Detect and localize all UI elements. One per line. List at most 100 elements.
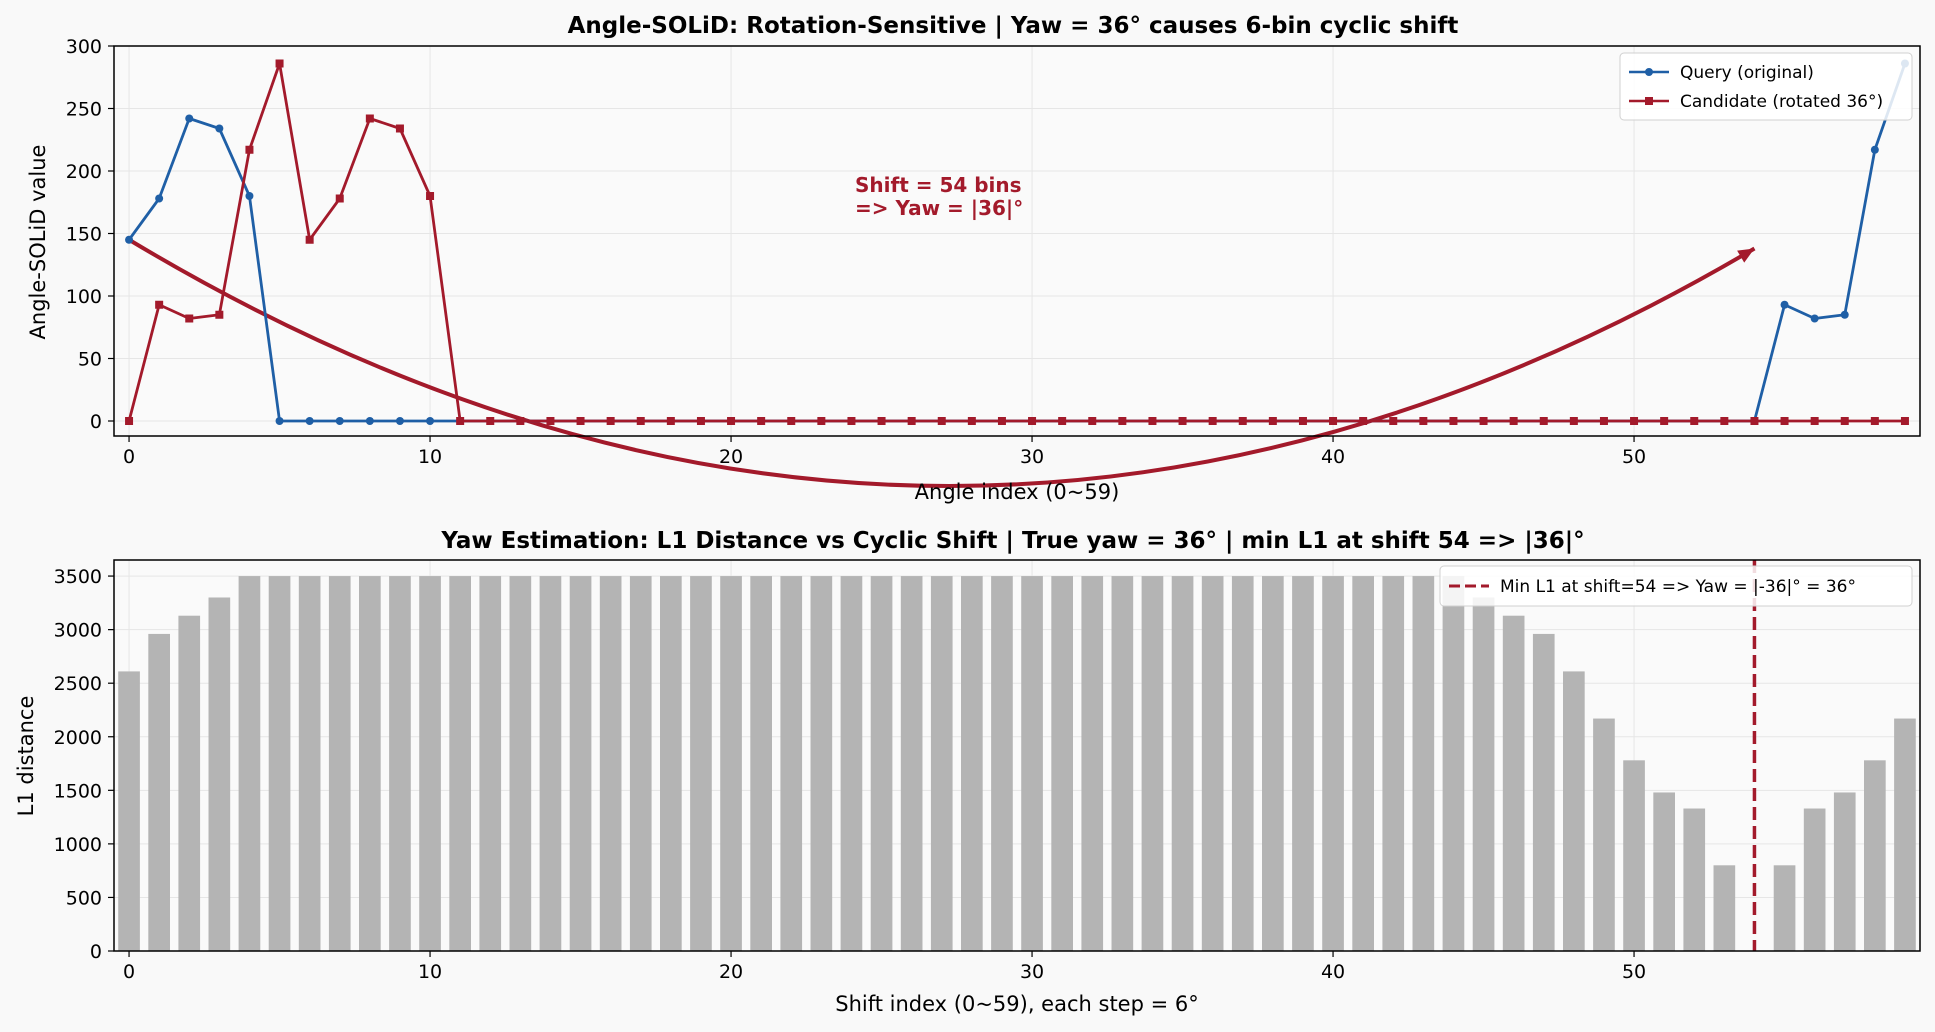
top-ticks: 0 10 20 30 40 50 0 50 100 150 200 250 300 (66, 36, 1646, 468)
candidate-point (1509, 417, 1518, 425)
bottom-x-tick-label: 30 (1020, 961, 1044, 983)
candidate-point (245, 145, 254, 154)
bottom-x-tick-label: 0 (123, 961, 135, 983)
query-point (305, 417, 314, 425)
bottom-y-tick-label: 0 (90, 941, 102, 963)
candidate-point (125, 417, 134, 425)
bottom-y-tick-label: 2500 (54, 673, 102, 695)
legend-query-label: Query (original) (1680, 63, 1814, 83)
candidate-point (847, 417, 856, 425)
candidate-point (1148, 417, 1157, 425)
l1-bar (238, 576, 261, 951)
l1-bar (1081, 576, 1104, 951)
l1-bar (1021, 576, 1043, 951)
query-point (125, 235, 134, 244)
l1-bar (1803, 808, 1826, 951)
l1-bar (690, 576, 712, 951)
bottom-y-tick-label: 1500 (54, 780, 102, 802)
bottom-legend-box (1439, 565, 1913, 607)
candidate-point (666, 417, 675, 425)
annotation-line-1: Shift = 54 bins (855, 173, 1022, 197)
candidate-point (1088, 417, 1097, 425)
legend-candidate-marker (1645, 97, 1653, 105)
candidate-point (877, 417, 886, 425)
query-point (1810, 314, 1819, 323)
l1-bar (389, 576, 411, 951)
legend-vline-label: Min L1 at shift=54 => Yaw = |-36|° = 36° (1500, 577, 1856, 597)
l1-bar (1292, 576, 1314, 951)
l1-bar (208, 597, 231, 951)
top-y-tick-label: 200 (66, 161, 102, 183)
candidate-point (155, 300, 164, 309)
candidate-point (1780, 417, 1789, 425)
candidate-point (1539, 417, 1548, 425)
l1-bar (1262, 576, 1284, 951)
l1-bar (1653, 792, 1675, 951)
candidate-point (1298, 417, 1307, 425)
l1-bar (1683, 808, 1706, 951)
l1-bar (148, 633, 170, 951)
l1-bar (298, 576, 321, 951)
l1-bar (359, 576, 381, 951)
l1-bar (1713, 865, 1736, 951)
candidate-point (1118, 417, 1127, 425)
l1-bar (780, 576, 803, 951)
candidate-point (1900, 417, 1909, 425)
candidate-point (757, 417, 766, 425)
top-legend-box (1619, 52, 1913, 121)
candidate-point (967, 417, 976, 425)
bottom-bars (118, 560, 1916, 951)
top-y-tick-label: 250 (66, 99, 102, 121)
query-point (1840, 310, 1849, 319)
legend-candidate-label: Candidate (rotated 36°) (1680, 92, 1883, 112)
candidate-point (576, 417, 585, 425)
candidate-point (1599, 417, 1608, 425)
top-x-tick-label: 10 (418, 446, 442, 468)
query-point (335, 417, 344, 425)
l1-bar (1171, 576, 1194, 951)
candidate-point (1208, 417, 1217, 425)
bottom-x-tick-label: 20 (719, 961, 743, 983)
l1-bar (961, 576, 983, 951)
annotation-line-2: => Yaw = |36|° (855, 196, 1023, 220)
l1-bar (419, 576, 441, 951)
candidate-point (636, 417, 645, 425)
top-y-tick-label: 100 (66, 286, 102, 308)
top-x-tick-label: 0 (123, 446, 135, 468)
top-y-tick-label: 300 (66, 36, 102, 58)
l1-bar (810, 576, 833, 951)
l1-bar (479, 576, 502, 951)
l1-bar (1864, 760, 1886, 951)
l1-bar (1894, 718, 1916, 951)
l1-bar (1412, 576, 1435, 951)
bottom-y-tick-label: 2000 (54, 727, 102, 749)
l1-bar (720, 576, 742, 951)
candidate-point (1389, 417, 1398, 425)
candidate-point (1840, 417, 1849, 425)
legend-query-marker (1645, 68, 1653, 76)
query-point (155, 194, 164, 203)
l1-bar (178, 615, 201, 951)
candidate-point (335, 194, 344, 203)
top-plot-frame (113, 45, 1921, 437)
l1-bar (840, 576, 863, 951)
candidate-point (1449, 417, 1458, 425)
l1-bar (930, 576, 953, 951)
bottom-plot-area (114, 560, 1920, 951)
bottom-x-axis-label: Shift index (0~59), each step = 6° (835, 992, 1199, 1016)
candidate-point (1329, 417, 1338, 425)
top-chart-title: Angle-SOLiD: Rotation-Sensitive | Yaw = … (568, 13, 1459, 39)
l1-bar (539, 576, 562, 951)
candidate-point (1419, 417, 1428, 425)
candidate-point (1268, 417, 1277, 425)
candidate-point (1028, 417, 1037, 425)
top-y-axis-label: Angle-SOLiD value (26, 145, 50, 340)
candidate-point (1238, 417, 1247, 425)
bottom-x-tick-label: 10 (418, 961, 442, 983)
query-point (245, 192, 254, 200)
candidate-point (1359, 417, 1368, 425)
candidate-point (907, 417, 916, 425)
l1-bar (1382, 576, 1405, 951)
candidate-point (1750, 417, 1759, 425)
